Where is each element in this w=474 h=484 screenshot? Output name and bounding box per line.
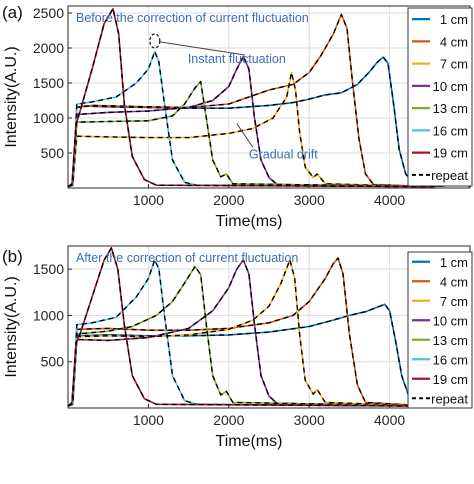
legend-label: 19 cm [433,372,468,387]
panel-label: (b) [2,247,23,266]
repeat-line-10cm [68,259,470,407]
x-tick-label: 2000 [213,412,244,428]
legend-label: repeat [431,391,468,406]
y-tick-label: 1000 [33,307,64,323]
legend-label: 10 cm [433,313,468,328]
y-axis-label: Intensity(A.U.) [3,46,20,147]
x-tick-label: 3000 [294,192,325,208]
fluctuation-marker [149,33,161,49]
legend-label: 16 cm [433,352,468,367]
chart-title: Before the correction of current fluctua… [76,11,309,25]
repeat-line-4cm [68,13,470,188]
legend-label: 13 cm [433,333,468,348]
x-tick-label: 2000 [213,192,244,208]
panel-a: 1000 2000 3000 4000 500 1000 1500 2000 2500 Time(… [2,3,473,230]
x-tick-label: 4000 [374,412,405,428]
panel-b: 1000 2000 3000 4000 500 1000 1500 Time(ms) Inten… [2,245,473,450]
x-tick-label: 1000 [133,412,164,428]
pointer-line [236,123,254,148]
legend-label: 13 cm [433,101,468,116]
annotation-instant-fluctuation: Instant fluctuation [188,52,286,66]
y-tick-label: 500 [41,145,65,161]
legend-label: 4 cm [440,274,468,289]
x-axis-label: Time(ms) [216,213,283,230]
x-tick-label: 4000 [374,192,405,208]
y-tick-label: 1000 [33,110,64,126]
legend-label: 1 cm [440,255,468,270]
legend-label: 10 cm [433,79,468,94]
legend-box [407,7,473,187]
y-tick-label: 500 [41,354,65,370]
y-axis-label: Intensity(A.U.) [3,276,20,377]
x-tick-label: 3000 [294,412,325,428]
legend-label: 4 cm [440,34,468,49]
legend-label: 7 cm [440,294,468,309]
x-axis-label: Time(ms) [216,433,283,450]
legend-label: 16 cm [433,123,468,138]
panel-label: (a) [2,3,23,22]
y-tick-label: 2000 [33,40,64,56]
legend-label: repeat [431,168,468,183]
legend-label: 19 cm [433,146,468,161]
legend-box [407,251,473,409]
chart-title: After the correction of current fluctuat… [76,251,298,265]
annotation-gradual-drift: Gradual drift [249,147,318,161]
y-tick-label: 1500 [33,75,64,91]
y-tick-label: 2500 [33,5,64,21]
y-tick-label: 1500 [33,261,64,277]
pointer-line [158,41,245,56]
legend-label: 7 cm [440,57,468,72]
series-group [68,8,470,188]
legend-label: 1 cm [440,12,468,27]
x-tick-label: 1000 [133,192,164,208]
